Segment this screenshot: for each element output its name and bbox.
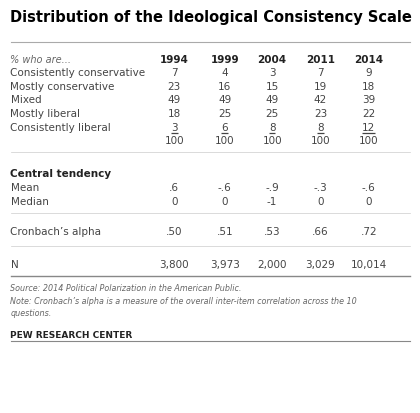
Text: .51: .51 [216,226,233,236]
Text: -.3: -.3 [314,183,327,192]
Text: 15: 15 [265,81,279,91]
Text: .53: .53 [264,226,281,236]
Text: 25: 25 [218,109,231,119]
Text: Mostly conservative: Mostly conservative [10,81,115,91]
Text: 42: 42 [314,95,327,105]
Text: 25: 25 [265,109,279,119]
Text: 9: 9 [365,68,372,78]
Text: 49: 49 [168,95,181,105]
Text: 2,000: 2,000 [257,259,287,269]
Text: -.6: -.6 [218,183,231,192]
Text: -.9: -.9 [265,183,279,192]
Text: 8: 8 [317,122,324,132]
Text: Cronbach’s alpha: Cronbach’s alpha [10,226,102,236]
Text: PEW RESEARCH CENTER: PEW RESEARCH CENTER [10,330,133,339]
Text: .6: .6 [169,183,179,192]
Text: 100: 100 [165,136,184,146]
Text: 6: 6 [221,122,228,132]
Text: Mostly liberal: Mostly liberal [10,109,81,119]
Text: Note: Cronbach’s alpha is a measure of the overall inter-item correlation across: Note: Cronbach’s alpha is a measure of t… [10,296,357,317]
Text: 100: 100 [359,136,378,146]
Text: 3: 3 [171,122,178,132]
Text: 12: 12 [362,122,375,132]
Text: 16: 16 [218,81,231,91]
Text: Central tendency: Central tendency [10,169,112,178]
Text: 1999: 1999 [210,55,239,64]
Text: 100: 100 [215,136,234,146]
Text: -.6: -.6 [362,183,375,192]
Text: 10,014: 10,014 [351,259,387,269]
Text: Mixed: Mixed [10,95,41,105]
Text: 0: 0 [171,196,178,206]
Text: 8: 8 [269,122,276,132]
Text: N: N [10,259,18,269]
Text: Source: 2014 Political Polarization in the American Public.: Source: 2014 Political Polarization in t… [10,283,242,292]
Text: .50: .50 [166,226,183,236]
Text: Consistently conservative: Consistently conservative [10,68,146,78]
Text: 18: 18 [362,81,375,91]
Text: 3,029: 3,029 [306,259,335,269]
Text: 23: 23 [168,81,181,91]
Text: 2011: 2011 [306,55,335,64]
Text: 0: 0 [317,196,324,206]
Text: Mean: Mean [10,183,39,192]
Text: 18: 18 [168,109,181,119]
Text: -1: -1 [267,196,277,206]
Text: 100: 100 [262,136,282,146]
Text: Consistently liberal: Consistently liberal [10,122,111,132]
Text: 0: 0 [365,196,372,206]
Text: 19: 19 [314,81,327,91]
Text: .72: .72 [360,226,377,236]
Text: 7: 7 [317,68,324,78]
Text: 23: 23 [314,109,327,119]
Text: 3,800: 3,800 [160,259,189,269]
Text: % who are...: % who are... [10,55,71,64]
Text: 39: 39 [362,95,375,105]
Text: 100: 100 [311,136,330,146]
Text: 0: 0 [221,196,228,206]
Text: 3,973: 3,973 [210,259,240,269]
Text: 1994: 1994 [160,55,189,64]
Text: 2004: 2004 [257,55,287,64]
Text: 22: 22 [362,109,375,119]
Text: Median: Median [10,196,48,206]
Text: 3: 3 [269,68,276,78]
Text: 49: 49 [218,95,231,105]
Text: 4: 4 [221,68,228,78]
Text: .66: .66 [312,226,329,236]
Text: 49: 49 [265,95,279,105]
Text: 2014: 2014 [354,55,383,64]
Text: Distribution of the Ideological Consistency Scale: Distribution of the Ideological Consiste… [10,10,412,25]
Text: 7: 7 [171,68,178,78]
